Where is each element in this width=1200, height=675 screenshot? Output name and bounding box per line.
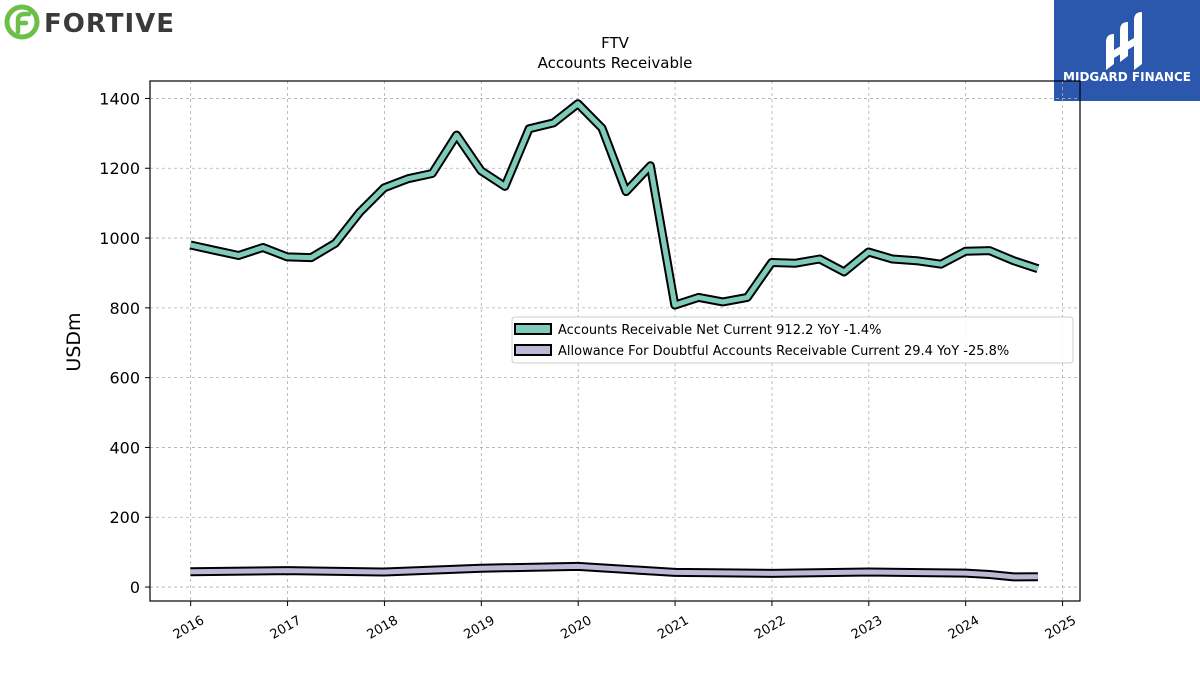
plot-frame bbox=[149, 80, 1081, 602]
fortive-wordmark: FORTIVE bbox=[44, 9, 175, 39]
x-tick-label: 2021 bbox=[655, 613, 691, 643]
x-tick-label: 2023 bbox=[849, 613, 885, 643]
legend: Accounts Receivable Net Current 912.2 Yo… bbox=[511, 316, 1074, 364]
fortive-mark-ring bbox=[4, 4, 40, 40]
y-tick-label: 600 bbox=[109, 369, 140, 388]
y-tick-label: 400 bbox=[109, 438, 140, 457]
midgard-logo-graphic: MIDGARD FINANCE bbox=[1063, 12, 1191, 84]
legend-label-1: Accounts Receivable Net Current 912.2 Yo… bbox=[558, 323, 881, 338]
y-tick-label: 200 bbox=[109, 508, 140, 527]
y-tick-label: 1200 bbox=[99, 159, 140, 178]
y-tick-label: 1400 bbox=[99, 89, 140, 108]
series-layer bbox=[189, 99, 1040, 582]
legend-label-2: Allowance For Doubtful Accounts Receivab… bbox=[558, 344, 1009, 359]
x-tick-label: 2016 bbox=[171, 613, 207, 643]
fortive-logo: FORTIVE bbox=[4, 4, 194, 42]
chart-title: FTV bbox=[601, 34, 630, 52]
series-line-1 bbox=[189, 101, 1039, 308]
chart-subtitle: Accounts Receivable bbox=[538, 54, 693, 72]
fortive-logo-graphic: FORTIVE bbox=[4, 4, 175, 40]
midgard-mark-right bbox=[1134, 12, 1142, 70]
x-tick-label: 2020 bbox=[558, 613, 594, 643]
x-tick-label: 2024 bbox=[946, 613, 982, 643]
midgard-finance-logo: MIDGARD FINANCE bbox=[1054, 0, 1200, 101]
legend-swatch-1 bbox=[514, 323, 552, 335]
legend-swatch-2 bbox=[514, 344, 552, 356]
x-tick-label: 2025 bbox=[1043, 613, 1079, 643]
y-tick-label: 1000 bbox=[99, 229, 140, 248]
series-line-2 bbox=[190, 563, 1038, 580]
fortive-mark-f bbox=[15, 11, 32, 35]
x-tick-label: 2022 bbox=[752, 613, 788, 643]
axes: 0 200 400 600 800 1000 1200 1400 2016 2017 2018 201… bbox=[99, 89, 1079, 642]
y-tick-label: 0 bbox=[130, 578, 140, 597]
x-tick-label: 2019 bbox=[461, 613, 497, 643]
legend-box bbox=[511, 316, 1074, 364]
y-axis-label: USDm bbox=[63, 312, 85, 371]
x-tick-label: 2017 bbox=[268, 613, 304, 643]
midgard-mark-left bbox=[1106, 34, 1114, 70]
series-outline-1 bbox=[189, 99, 1040, 310]
x-tick-label: 2018 bbox=[365, 613, 401, 643]
midgard-mark-bar bbox=[1114, 38, 1134, 58]
midgard-wordmark: MIDGARD FINANCE bbox=[1063, 70, 1191, 84]
y-tick-label: 800 bbox=[109, 299, 140, 318]
